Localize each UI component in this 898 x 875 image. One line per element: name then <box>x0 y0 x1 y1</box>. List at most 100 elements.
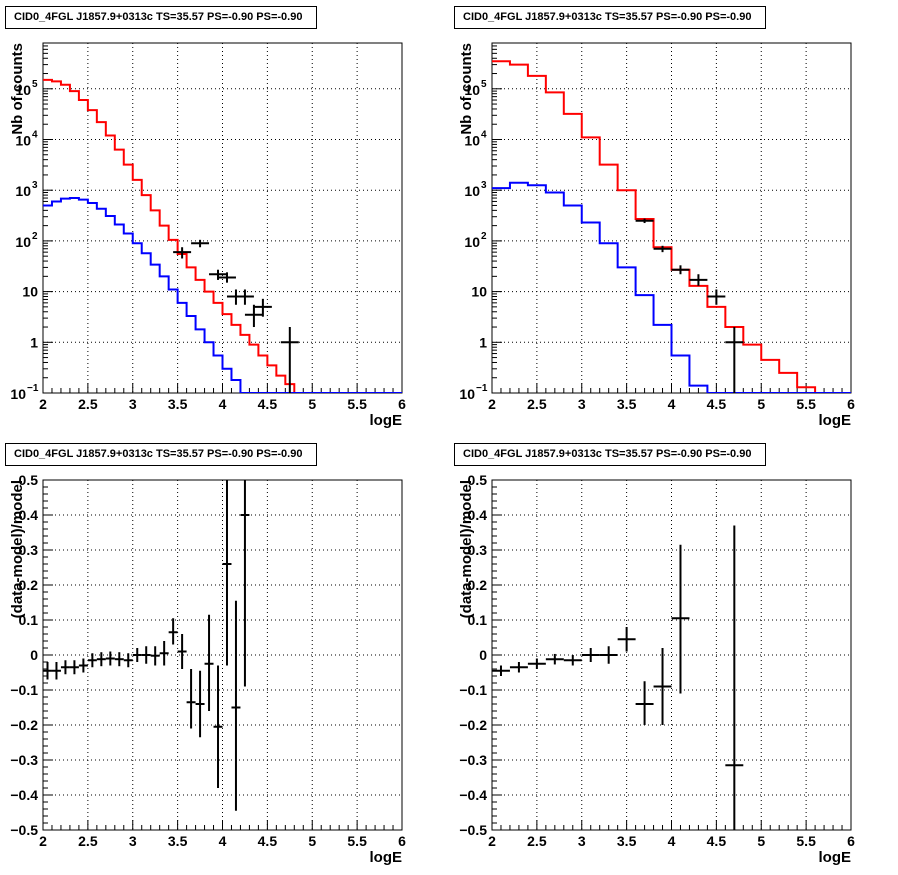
x-tick-label: 2 <box>39 833 47 849</box>
model-histogram-red <box>492 60 851 393</box>
data-point <box>69 660 79 675</box>
y-axis-label: Nb of counts <box>458 43 475 135</box>
y-tick-label: 0.2 <box>19 577 39 593</box>
chart-title: CID0_4FGL J1857.9+0313c TS=35.57 PS=-0.9… <box>454 6 766 29</box>
x-tick-label: 5.5 <box>347 396 367 412</box>
x-tick-label: 6 <box>398 833 406 849</box>
x-tick-label: 3.5 <box>168 833 188 849</box>
x-tick-label: 3.5 <box>617 396 637 412</box>
data-point <box>132 648 142 662</box>
y-axis-label: (data-model)/model <box>458 480 475 618</box>
x-tick-label: 4 <box>219 396 227 412</box>
data-point <box>231 600 241 811</box>
y-tick-label: 10 <box>464 183 480 199</box>
ticks <box>42 479 403 831</box>
y-tick-label: −0.5 <box>459 822 487 838</box>
x-tick-label: 2.5 <box>78 396 98 412</box>
data-point <box>617 627 636 652</box>
y-tick-label: 10 <box>464 234 480 250</box>
y-tick-exponent: 3 <box>32 180 38 191</box>
y-tick-label: 0.3 <box>19 542 39 558</box>
data-point <box>195 670 205 738</box>
data-point <box>563 655 582 666</box>
y-tick-label: 10 <box>15 82 31 98</box>
x-tick-label: 5 <box>757 833 765 849</box>
y-tick-label: 0.5 <box>19 472 39 488</box>
data-point <box>527 658 546 669</box>
data-point <box>689 274 708 286</box>
ticks <box>491 42 852 394</box>
y-tick-label: 10 <box>464 132 480 148</box>
x-tick-label: 6 <box>398 396 406 412</box>
y-tick-label: 0.4 <box>468 507 488 523</box>
data-point <box>168 618 178 645</box>
model-histogram-blue <box>492 181 851 393</box>
x-tick-label: 3.5 <box>617 833 637 849</box>
y-tick-label: 10 <box>15 132 31 148</box>
data-point <box>671 544 690 694</box>
x-tick-label: 5 <box>308 396 316 412</box>
y-tick-label: −0.5 <box>10 822 38 838</box>
x-tick-label: 4 <box>668 396 676 412</box>
x-axis-label: logE <box>370 849 403 866</box>
y-tick-label: 0.1 <box>468 612 488 628</box>
data-point <box>150 646 160 666</box>
x-tick-label: 2 <box>488 396 496 412</box>
data-point <box>177 634 187 669</box>
y-tick-label: 1 <box>479 334 487 350</box>
x-tick-label: 2 <box>39 396 47 412</box>
x-tick-label: 3 <box>129 396 137 412</box>
y-tick-label: 0.5 <box>468 472 488 488</box>
x-tick-label: 3 <box>578 833 586 849</box>
y-tick-exponent: 2 <box>481 231 487 242</box>
y-tick-label: −0.4 <box>10 787 38 803</box>
data-point <box>78 658 88 673</box>
data-point <box>159 641 169 666</box>
data-point <box>671 265 690 275</box>
series-group <box>492 60 851 393</box>
y-tick-exponent: −1 <box>27 383 39 394</box>
data-point <box>280 327 299 393</box>
data-point <box>123 653 133 668</box>
chart-plot: 2 2.5 3 3.5 4 4.5 5 5.5 6 −0.5 −0.4 −0.3 −0.2 −0.1 0 0.… <box>458 472 855 866</box>
data-point <box>725 525 744 830</box>
data-point <box>87 653 97 668</box>
ticks <box>491 479 852 831</box>
grid <box>492 480 851 830</box>
y-tick-exponent: 3 <box>481 180 487 191</box>
data-point <box>204 614 214 711</box>
y-tick-label: 0 <box>479 647 487 663</box>
data-point <box>105 651 115 666</box>
x-tick-label: 5 <box>757 396 765 412</box>
chart-title: CID0_4FGL J1857.9+0313c TS=35.57 PS=-0.9… <box>5 6 317 29</box>
y-tick-label: −0.1 <box>10 682 38 698</box>
grid <box>43 43 402 393</box>
ticks <box>42 42 403 394</box>
x-tick-label: 4 <box>219 833 227 849</box>
y-tick-label: −0.4 <box>459 787 487 803</box>
x-axis-label: logE <box>819 412 852 429</box>
x-tick-label: 4.5 <box>707 833 727 849</box>
y-tick-label: 0.1 <box>19 612 39 628</box>
model-histogram-red <box>43 78 402 393</box>
x-tick-label: 5.5 <box>347 833 367 849</box>
x-tick-label: 2 <box>488 833 496 849</box>
data-point <box>43 662 52 680</box>
data-point <box>186 669 196 729</box>
data-point <box>51 662 61 680</box>
y-tick-exponent: 5 <box>32 79 38 90</box>
x-axis-label: logE <box>819 849 852 866</box>
x-tick-label: 5 <box>308 833 316 849</box>
data-point <box>545 653 564 665</box>
x-tick-label: 4.5 <box>707 396 727 412</box>
x-tick-label: 4 <box>668 833 676 849</box>
data-point <box>244 304 263 328</box>
y-tick-label: −0.2 <box>459 717 487 733</box>
x-tick-label: 5.5 <box>796 833 816 849</box>
data-point <box>653 245 672 253</box>
y-tick-label: 0.3 <box>468 542 488 558</box>
data-point <box>492 665 510 676</box>
y-tick-label: 10 <box>459 386 475 402</box>
y-tick-label: 10 <box>15 183 31 199</box>
